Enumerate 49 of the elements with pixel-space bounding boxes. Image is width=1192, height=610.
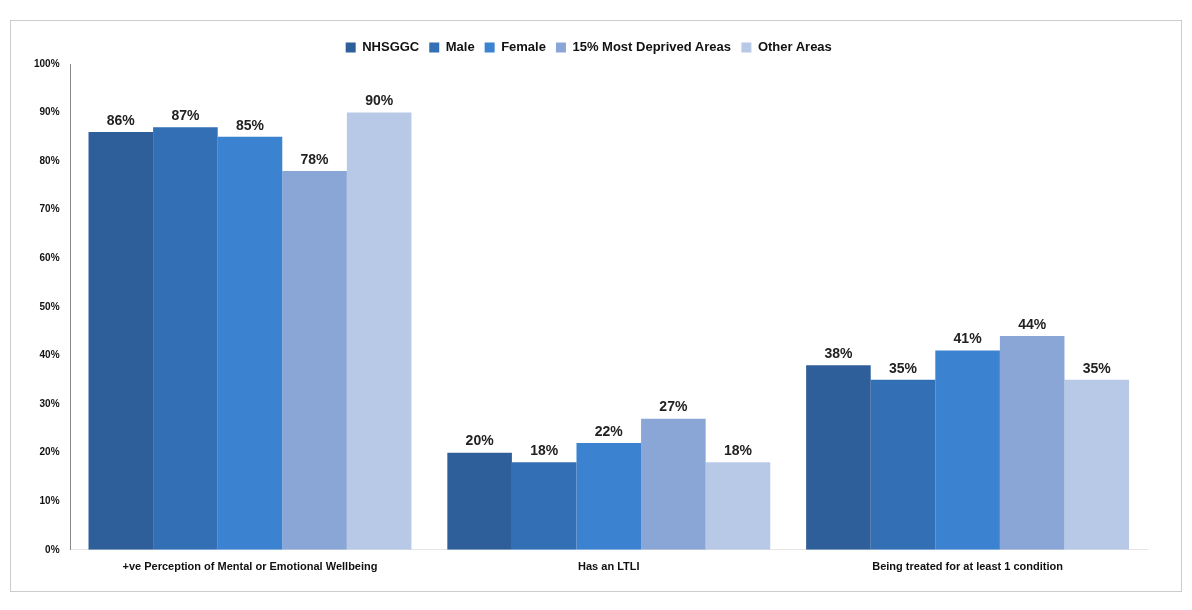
legend-label: Female [501,39,546,55]
legend-label: 15% Most Deprived Areas [572,39,731,55]
bar [705,462,771,550]
bar [282,170,347,550]
data-label: 20% [465,432,495,449]
legend-label: Male [445,39,475,55]
data-label: 18% [530,442,559,459]
bar [1064,379,1130,550]
y-tick-label: 20% [39,446,60,458]
data-label: 44% [1018,315,1047,332]
data-label: 86% [106,111,136,128]
data-label: 87% [171,107,200,124]
data-label: 27% [659,398,688,415]
bar [806,365,871,550]
y-tick-label: 60% [39,252,60,264]
y-tick-label: 10% [39,494,60,506]
bar [576,442,642,550]
legend-label: Other Areas [757,39,832,55]
bar [641,418,706,550]
data-label: 41% [953,330,983,347]
y-tick-label: 50% [39,300,60,312]
bar [153,127,218,550]
bar [870,379,936,550]
y-tick-label: 70% [39,203,60,215]
y-tick-label: 40% [39,349,60,361]
bar [999,336,1065,550]
data-label: 35% [1082,359,1112,376]
data-label: 85% [235,116,265,133]
bar [935,350,1000,550]
data-label: 22% [594,422,624,439]
y-tick-label: 0% [45,543,60,555]
bar [511,462,577,550]
bar [88,132,154,550]
y-tick-label: 80% [39,154,60,166]
data-label: 78% [300,150,330,167]
data-label: 35% [888,359,918,376]
data-label: 90% [365,92,394,109]
bar [217,136,283,550]
x-tick-label: Being treated for at least 1 condition [872,560,1064,573]
y-tick-label: 30% [39,397,60,409]
data-label: 38% [824,345,853,362]
bar [447,452,512,550]
y-tick-label: 100% [34,57,60,69]
legend-label: NHSGGC [362,39,420,55]
y-tick-label: 90% [39,106,60,118]
x-tick-label: Has an LTLI [578,560,640,573]
x-tick-label: +ve Perception of Mental or Emotional Wellbeing [122,560,378,573]
data-label: 18% [723,442,753,459]
bar [346,112,412,550]
